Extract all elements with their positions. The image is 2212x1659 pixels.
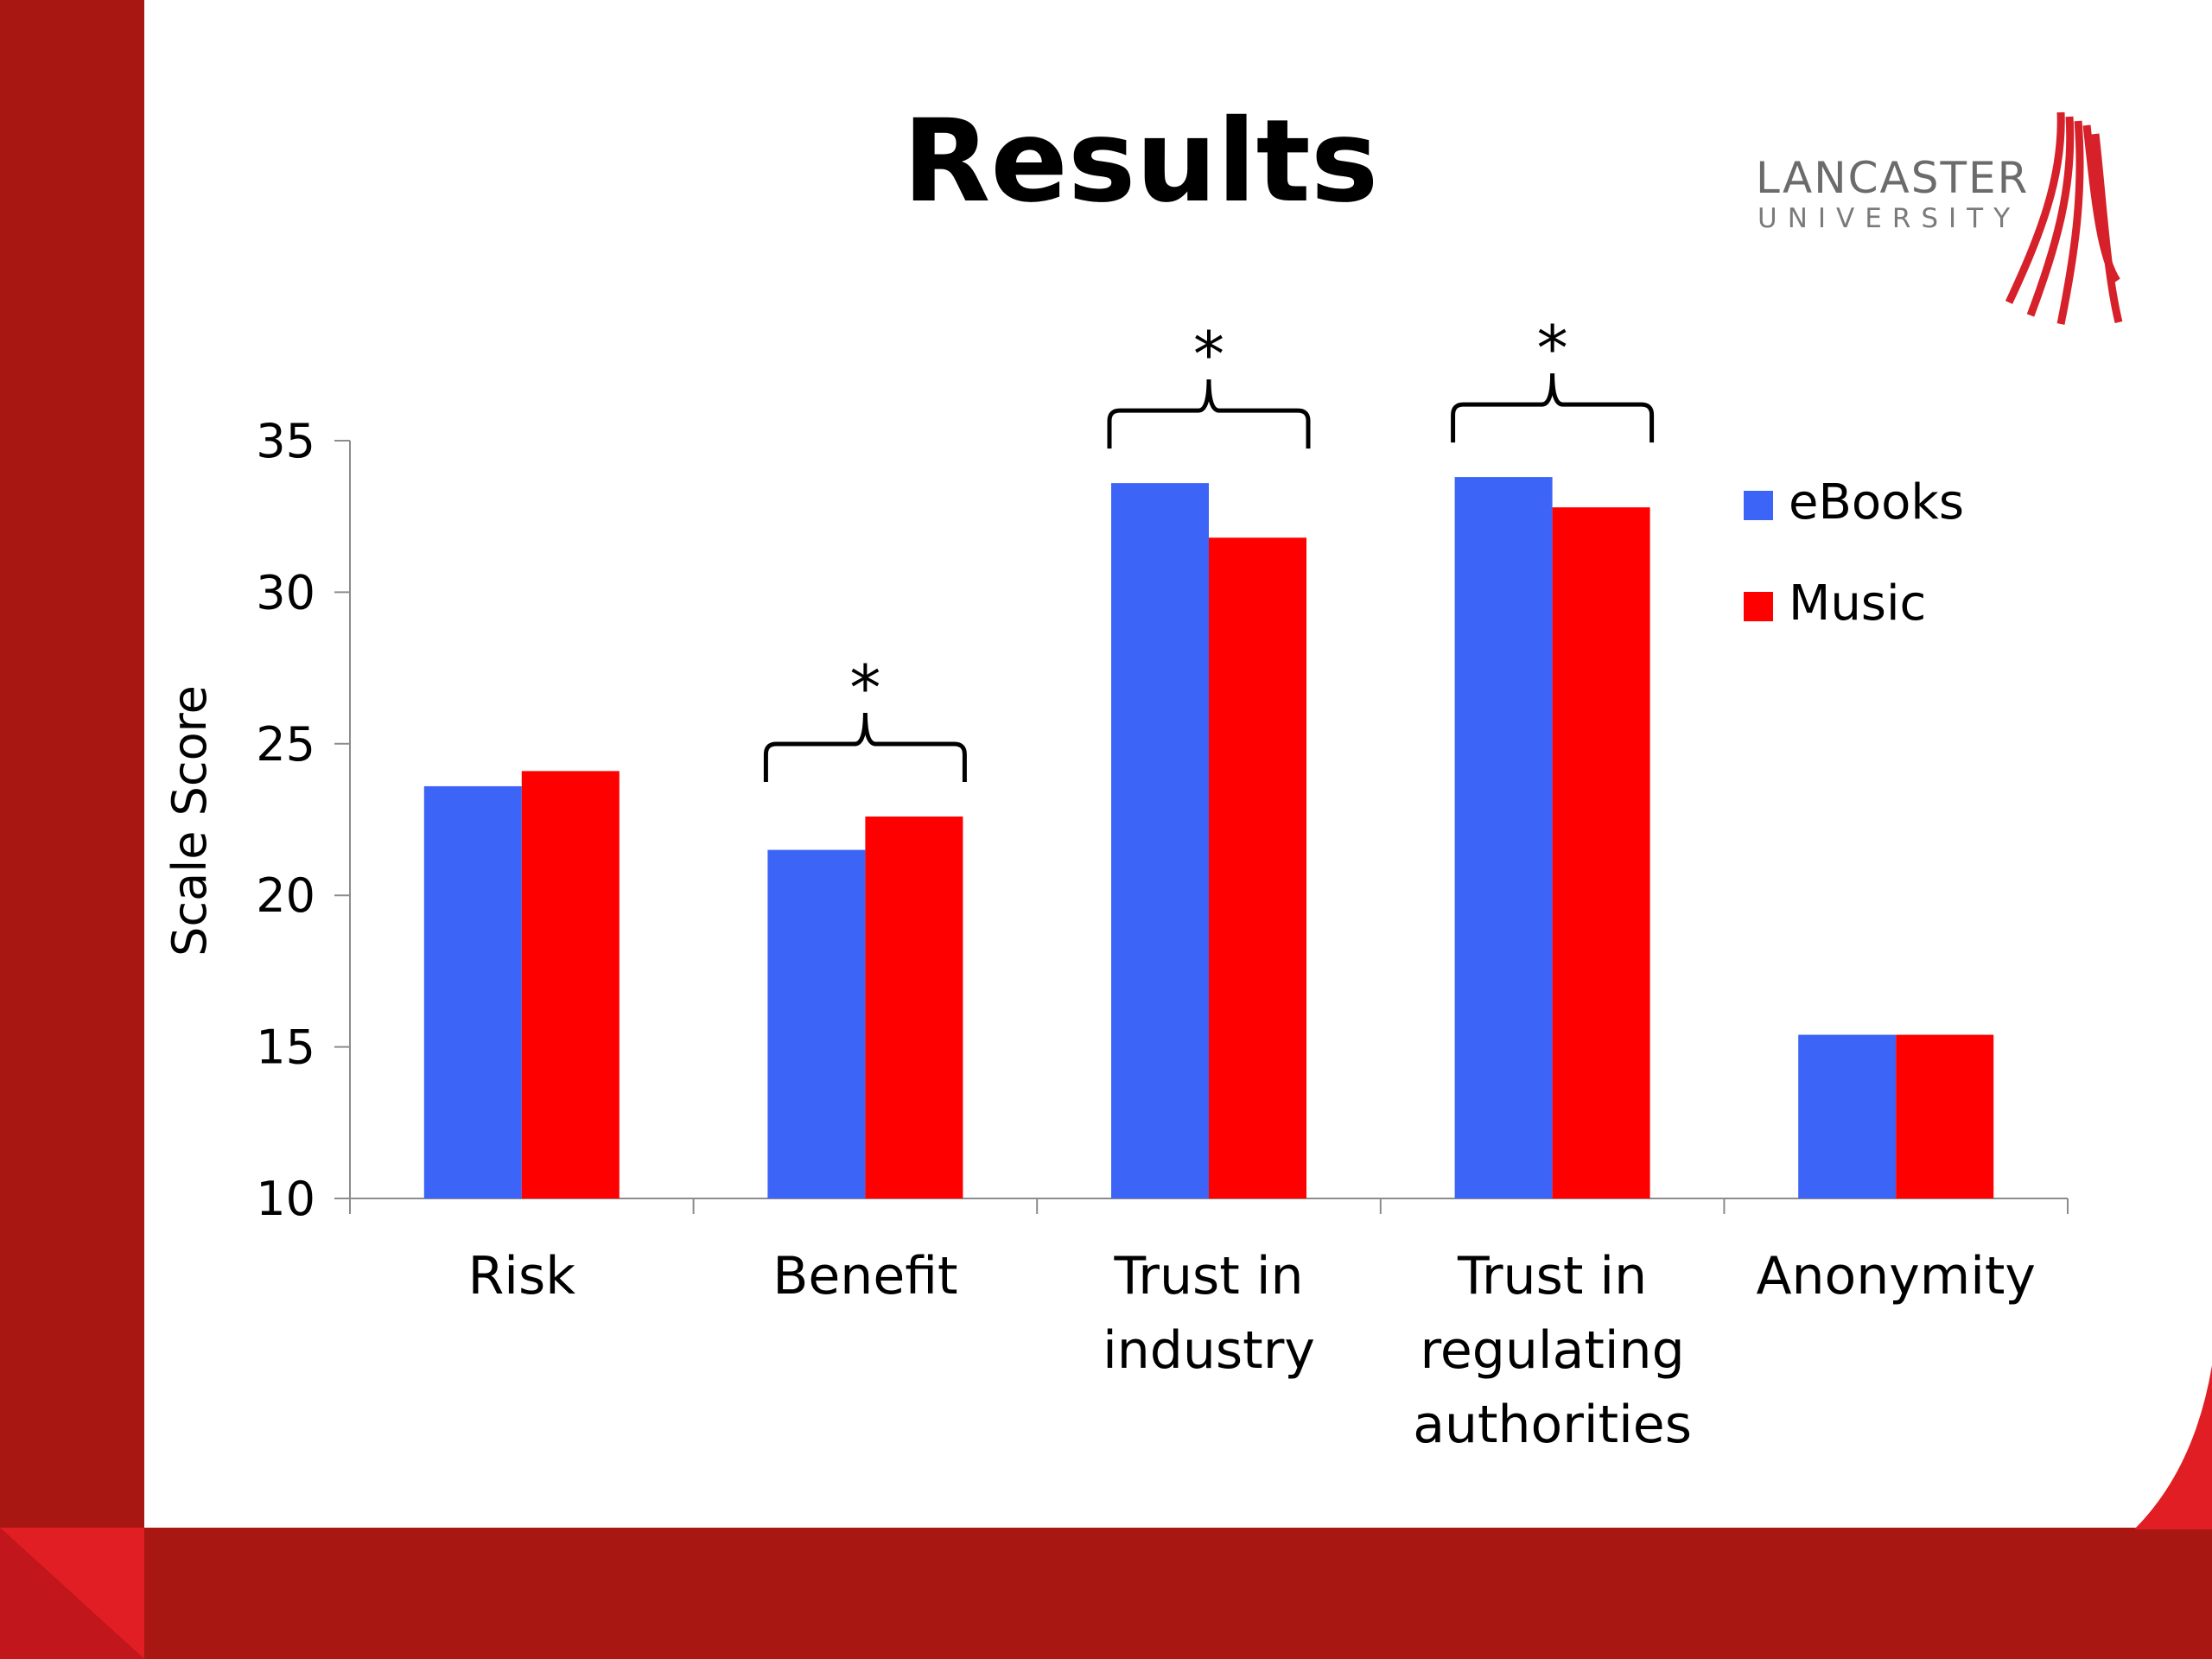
y-tick-label: 15: [256, 1020, 315, 1075]
bar-music: [1209, 537, 1306, 1198]
x-tick-label: Anonymity: [1756, 1246, 2035, 1306]
bar-ebooks: [1454, 477, 1553, 1198]
logo-mark-icon: [2005, 111, 2123, 325]
bar-music: [1552, 507, 1650, 1198]
significance-asterisk: *: [849, 652, 880, 724]
bottom-band: [0, 1528, 2212, 1659]
y-tick-label: 35: [256, 414, 315, 468]
y-axis-label: Scale Score: [162, 685, 217, 957]
significance-markers: * * *: [763, 312, 1655, 782]
x-tick-label: Benefit: [772, 1246, 957, 1306]
bar-ebooks: [423, 785, 522, 1198]
bar-ebooks: [767, 849, 866, 1198]
x-tick-label: Risk: [468, 1246, 576, 1306]
corner-decoration: [0, 1528, 144, 1659]
significance-bracket: [1451, 373, 1655, 443]
bar-music: [1896, 1034, 1994, 1198]
bar-music: [521, 771, 620, 1198]
logo-name: LANCASTER: [1756, 153, 2030, 203]
significance-asterisk: *: [1537, 312, 1568, 385]
x-tick-label: Trust in industry: [1103, 1246, 1315, 1381]
bar-ebooks: [1798, 1034, 1897, 1198]
significance-bracket: [1107, 379, 1311, 449]
x-tick-label: Trust in regulating authorities: [1413, 1246, 1692, 1455]
y-axis: 10 15 20 25 30 35: [256, 414, 351, 1226]
legend-label-ebooks: eBooks: [1789, 474, 1964, 531]
y-tick-label: 25: [256, 717, 315, 772]
legend-label-music: Music: [1789, 575, 1926, 632]
bar-music: [865, 816, 963, 1198]
logo-sub: UNIVERSITY: [1758, 203, 2021, 234]
x-axis: Risk Benefit Trust in industry Trust in regul…: [349, 1198, 2069, 1455]
significance-bracket: [763, 712, 967, 782]
y-tick-label: 20: [256, 868, 315, 923]
bar-ebooks: [1111, 483, 1209, 1198]
bars: [423, 477, 1994, 1198]
left-band: [0, 0, 144, 1528]
legend-swatch-music: [1744, 592, 1773, 621]
corner-decoration-right: [2134, 1365, 2212, 1529]
significance-asterisk: *: [1193, 318, 1224, 391]
legend: eBooks Music: [1744, 474, 1964, 632]
y-tick-label: 10: [256, 1172, 315, 1226]
legend-swatch-ebooks: [1744, 491, 1773, 520]
slide-title: Results: [902, 95, 1379, 228]
y-tick-label: 30: [256, 565, 315, 620]
university-logo: LANCASTER UNIVERSITY: [1745, 108, 2123, 333]
